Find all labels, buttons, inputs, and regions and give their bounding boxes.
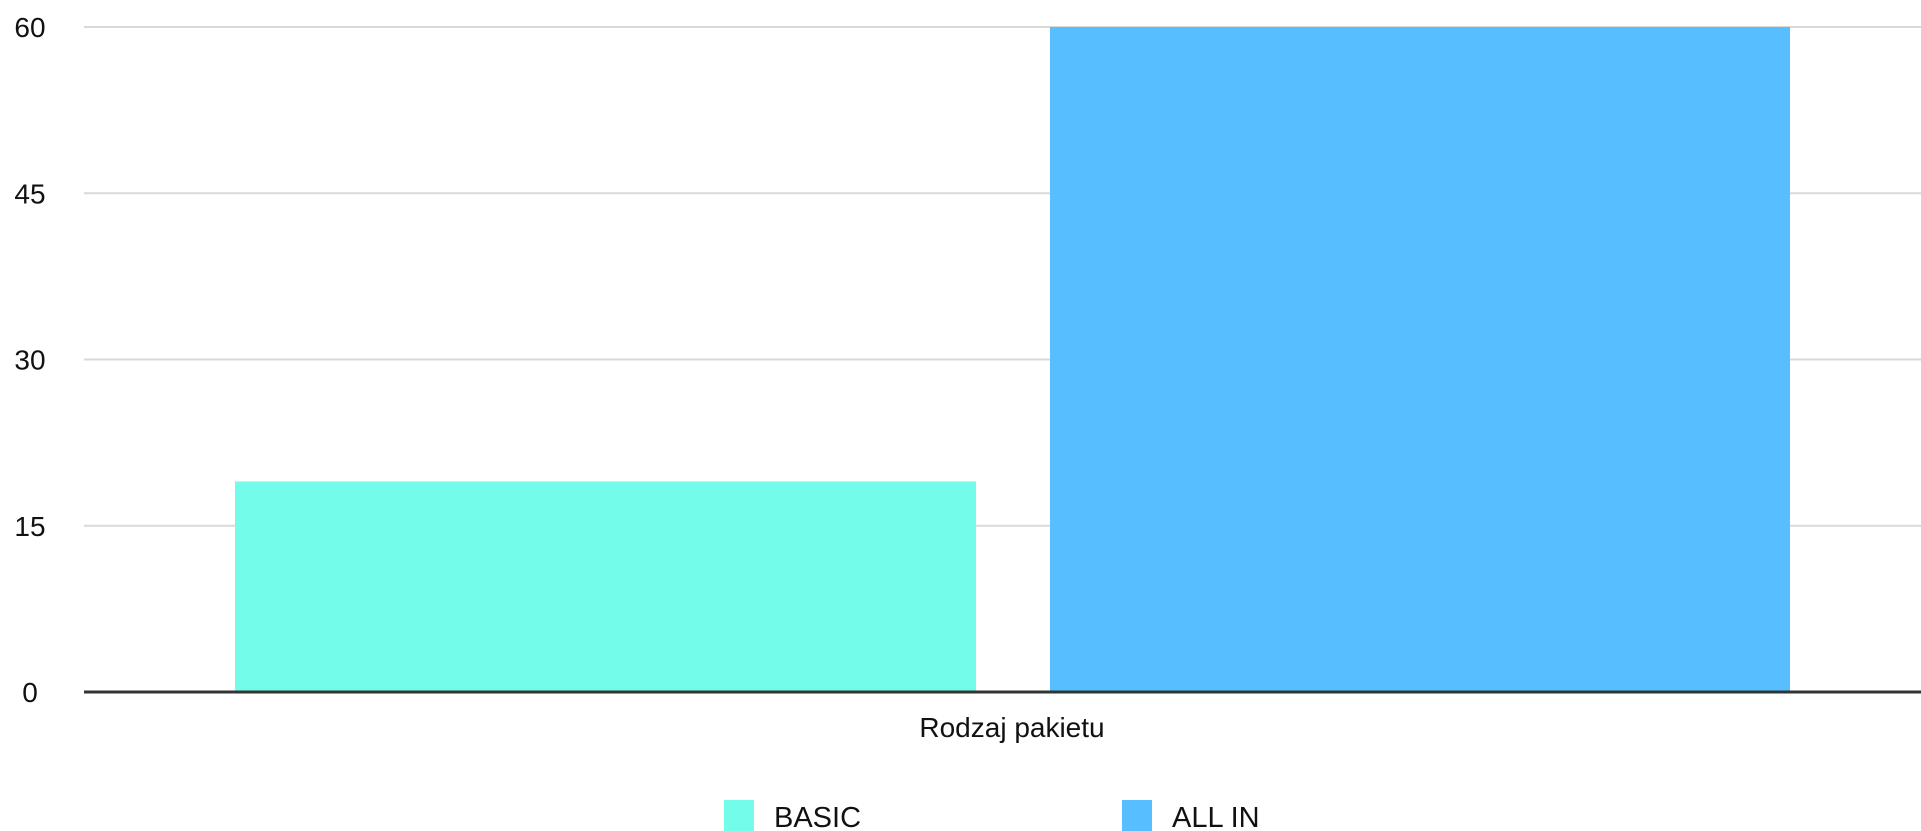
x-axis-categories: Rodzaj pakietu [919,712,1104,743]
y-axis-ticks: 0 15 30 45 60 [14,12,45,708]
bars [235,27,1790,692]
y-tick-label: 45 [14,178,45,209]
x-category-label: Rodzaj pakietu [919,712,1104,743]
y-tick-label: 15 [14,511,45,542]
bar-basic [235,481,976,692]
legend-item-all-in: ALL IN [1122,800,1260,831]
bar-all-in [1050,27,1790,692]
y-tick-label: 60 [14,12,45,43]
legend-item-basic: BASIC [724,800,861,831]
legend-label: ALL IN [1172,802,1260,831]
legend-swatch [724,800,754,831]
y-tick-label: 30 [14,345,45,376]
legend-label: BASIC [774,802,861,831]
legend: BASIC ALL IN [724,800,1260,831]
y-tick-label: 0 [22,677,38,708]
legend-swatch [1122,800,1152,831]
